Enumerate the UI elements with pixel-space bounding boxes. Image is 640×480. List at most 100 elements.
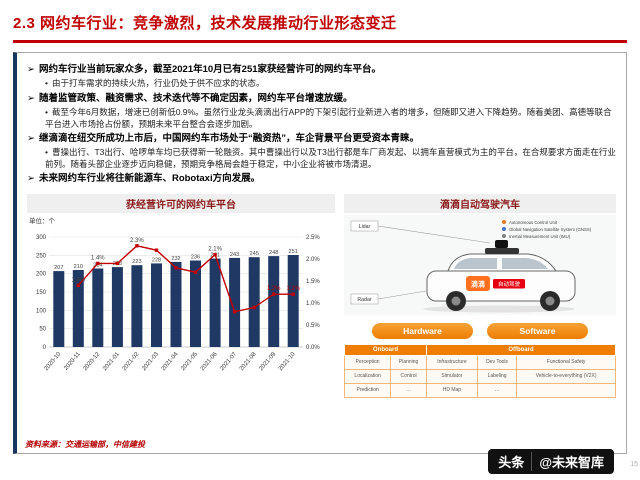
bullet-text: 未来网约车行业将往新能源车、Robotaxi方向发展。: [38, 173, 261, 185]
onboard-offboard-table: Onboard Offboard Perception Planning Infrast…: [343, 343, 617, 398]
av-badge: [493, 278, 525, 289]
didi-logo-text: 滴滴: [471, 279, 485, 288]
car-window-front: [454, 257, 497, 269]
growth-label: 2.3%: [130, 238, 144, 244]
sub-bullet-item: • 由于打车需求的持续火热，行业仍处于供不应求的状态。: [45, 78, 616, 89]
table-header-cell: Offboard: [425, 343, 617, 356]
bar: [111, 266, 123, 347]
dot-bullet-icon: •: [45, 107, 48, 118]
line-marker: [135, 243, 139, 248]
y-axis-tick: 200: [36, 271, 47, 277]
lidar-callout-box: [350, 220, 379, 232]
line-marker: [291, 292, 295, 296]
table-row: Localization Control Simulator Labeling Vehi…: [343, 368, 616, 384]
bullet-text: 曹操出行、T3出行、哈啰单车均已获得新一轮融资。其中曹操出行以及T3出行都是车厂…: [45, 147, 616, 169]
growth-label: 1.2%: [267, 286, 281, 292]
table-cell: Simulator: [425, 368, 478, 384]
line-marker: [232, 309, 237, 314]
legend-item-1: Autonomous Control Unit: [509, 220, 558, 225]
y-axis-tick: 150: [36, 290, 47, 296]
bar-value-label: 245: [250, 251, 259, 257]
y2-axis-tick: 0.0%: [306, 345, 320, 351]
table-row: Perception Planning Infrastructure Dev Tool…: [343, 354, 616, 370]
x-axis-label: 2021-02: [122, 351, 141, 372]
table-cell: …: [476, 382, 518, 398]
bullet-item: ➢ 网约车行业当前玩家众多，截至2021年10月已有251家获经营许可的网约车平台…: [27, 64, 616, 76]
bar-line-svg: 0 50 100 150 200 250 300 0.0% 0.5% 1.0% 1.5% 2.0% 2.…: [36, 235, 320, 372]
legend-dot-3: [502, 233, 506, 238]
bullet-text: 网约车行业当前玩家众多，截至2021年10月已有251家获经营许可的网约车平台。: [38, 64, 382, 75]
bar-line-plot: 0 50 100 150 200 250 300 0.0% 0.5% 1.0% 1.5% 2.0% 2.…: [27, 225, 335, 400]
table-cell: Control: [390, 368, 427, 384]
hardware-pill: Hardware: [372, 322, 473, 339]
bar-value-label: 214: [93, 262, 102, 268]
bar: [151, 263, 162, 347]
arrow-bullet-icon: ➢: [27, 64, 35, 75]
av-badge-text: 自动驾驶: [498, 280, 521, 288]
table-cell: Labeling: [476, 368, 518, 384]
bar-value-label: 232: [171, 256, 180, 262]
x-axis-label: 2020-10: [44, 351, 63, 372]
x-axis-label: 2021-08: [239, 351, 258, 372]
page-number: 15: [630, 461, 638, 468]
table-cell: Perception: [343, 354, 392, 370]
line-marker: [76, 283, 80, 287]
bar: [53, 270, 65, 347]
roof-rack: [485, 247, 519, 254]
arrow-bullet-icon: ➢: [27, 92, 35, 104]
bar-value-label: 243: [230, 252, 239, 258]
bullet-text: 继滴滴在纽交所成功上市后，中国网约车市场处于“融资热”，车企背景平台更受资本青睐…: [38, 133, 419, 145]
x-axis-label: 2020-11: [63, 351, 82, 372]
bar: [209, 258, 221, 347]
growth-label: 1.2%: [286, 286, 300, 292]
growth-label: 1.9%: [71, 277, 85, 283]
legend-item-3: Inertial Measurement Unit (IMU): [509, 234, 571, 239]
bar-value-label: 228: [152, 257, 161, 263]
y2-axis-tick: 2.5%: [306, 235, 320, 241]
y-axis-tick: 300: [36, 235, 47, 241]
charts-row: 获经营许可的网约车平台 单位：个 0 50 100 150 200 250 300 0.0% 0…: [27, 193, 617, 400]
page-title: 2.3 网约车行业：竞争激烈，技术发展推动行业形态变迁: [13, 15, 397, 32]
bar: [229, 257, 241, 347]
bar: [170, 261, 182, 347]
bar-value-label: 236: [191, 254, 200, 260]
didi-av-panel: 滴滴自动驾驶汽车 Autonomous Control Unit Global …: [343, 193, 617, 400]
line-marker: [115, 261, 120, 265]
software-pill: Software: [487, 322, 588, 339]
bullet-text: 由于打车需求的持续火热，行业仍处于供不应求的状态。: [51, 78, 265, 89]
bullet-item: ➢ 未来网约车行业将往新能源车、Robotaxi方向发展。: [27, 173, 616, 185]
bar-value-label: 210: [74, 264, 83, 270]
x-axis-label: 2021-03: [141, 351, 160, 372]
y2-axis-tick: 0.5%: [306, 323, 320, 329]
table-header-row: Onboard Offboard: [344, 343, 617, 356]
table-cell: …: [390, 382, 427, 398]
slide-header: 2.3 网约车行业：竞争激烈，技术发展推动行业形态变迁: [0, 0, 640, 33]
line-marker: [193, 270, 198, 274]
growth-label: 2.1%: [208, 246, 222, 252]
bullet-item: ➢ 随着监管政策、融资需求、技术迭代等不确定因素，网约车平台增速放缓。: [27, 93, 616, 105]
x-axis-label: 2021-10: [278, 351, 297, 372]
radar-callout-box: [350, 293, 379, 305]
bullet-text: 截至今年6月数据，增速已创新低0.9%。虽然行业龙头滴滴出行APP的下架引起行业…: [45, 107, 612, 129]
bar: [248, 256, 260, 347]
y2-axis-tick: 1.5%: [306, 279, 320, 285]
table-cell: Infrastructure: [425, 354, 478, 370]
bar-value-label: 248: [269, 250, 278, 256]
front-wheel-hub: [451, 296, 461, 306]
watermark-handle: @未来智库: [539, 455, 604, 470]
x-axis-label: 2021-05: [180, 351, 199, 372]
line-marker: [213, 252, 217, 257]
line-marker: [272, 292, 276, 296]
bar: [287, 254, 299, 347]
sub-bullet-item: • 曹操出行、T3出行、哈啰单车均已获得新一轮融资。其中曹操出行以及T3出行都是车…: [45, 147, 616, 170]
table-cell: [516, 382, 616, 398]
unit-label: 单位：个: [29, 217, 55, 225]
table-cell: Functional Safety: [516, 354, 616, 370]
line-marker: [96, 261, 100, 265]
bar-value-label: 223: [132, 259, 141, 265]
radar-callout-line: [377, 290, 427, 300]
watermark: 头条 @未来智库: [488, 449, 614, 474]
y-axis-tick: 250: [36, 253, 47, 259]
x-axis-label: 2021-01: [102, 351, 121, 372]
bar: [131, 264, 143, 347]
